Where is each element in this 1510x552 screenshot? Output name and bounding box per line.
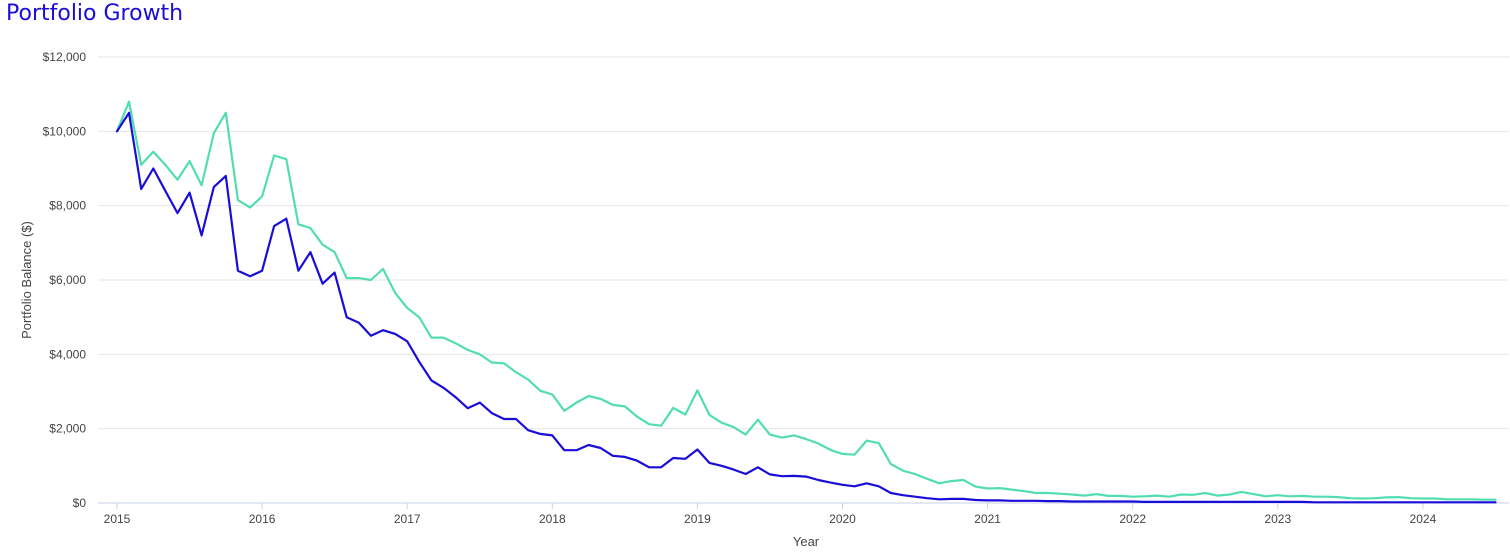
grid-lines xyxy=(98,56,1509,430)
x-tick-labels: 2015 2016 2017 2018 2019 2020 2021 2022 2023 2024 xyxy=(104,512,1437,526)
x-tick-label-5: 2020 xyxy=(829,512,856,526)
x-axis-label: Year xyxy=(793,534,820,549)
x-tick-label-7: 2022 xyxy=(1119,512,1146,526)
x-tick-label-4: 2019 xyxy=(684,512,711,526)
series-line-2 xyxy=(115,111,1497,504)
x-tick-label-8: 2023 xyxy=(1264,512,1291,526)
y-tick-label-2: $4,000 xyxy=(49,347,86,361)
x-tick-label-6: 2021 xyxy=(974,512,1001,526)
y-tick-label-4: $8,000 xyxy=(49,199,86,213)
y-tick-labels: $0 $2,000 $4,000 $6,000 $8,000 $10,000 $12,000 xyxy=(43,50,87,510)
x-tick-label-2: 2017 xyxy=(394,512,421,526)
x-tick-label-1: 2016 xyxy=(249,512,276,526)
y-tick-label-3: $6,000 xyxy=(49,273,86,287)
y-tick-label-5: $10,000 xyxy=(43,124,87,138)
x-tick-label-0: 2015 xyxy=(104,512,131,526)
y-axis-label: Portfolio Balance ($) xyxy=(19,221,34,339)
y-tick-label-0: $0 xyxy=(73,496,87,510)
x-tick-label-3: 2018 xyxy=(539,512,566,526)
series-line-1 xyxy=(115,100,1497,501)
y-tick-label-6: $12,000 xyxy=(43,50,87,64)
x-axis xyxy=(98,502,1509,509)
chart-title: Portfolio Growth xyxy=(6,1,184,26)
y-tick-label-1: $2,000 xyxy=(49,422,86,436)
series-lines xyxy=(115,100,1497,504)
x-tick-label-9: 2024 xyxy=(1410,512,1437,526)
